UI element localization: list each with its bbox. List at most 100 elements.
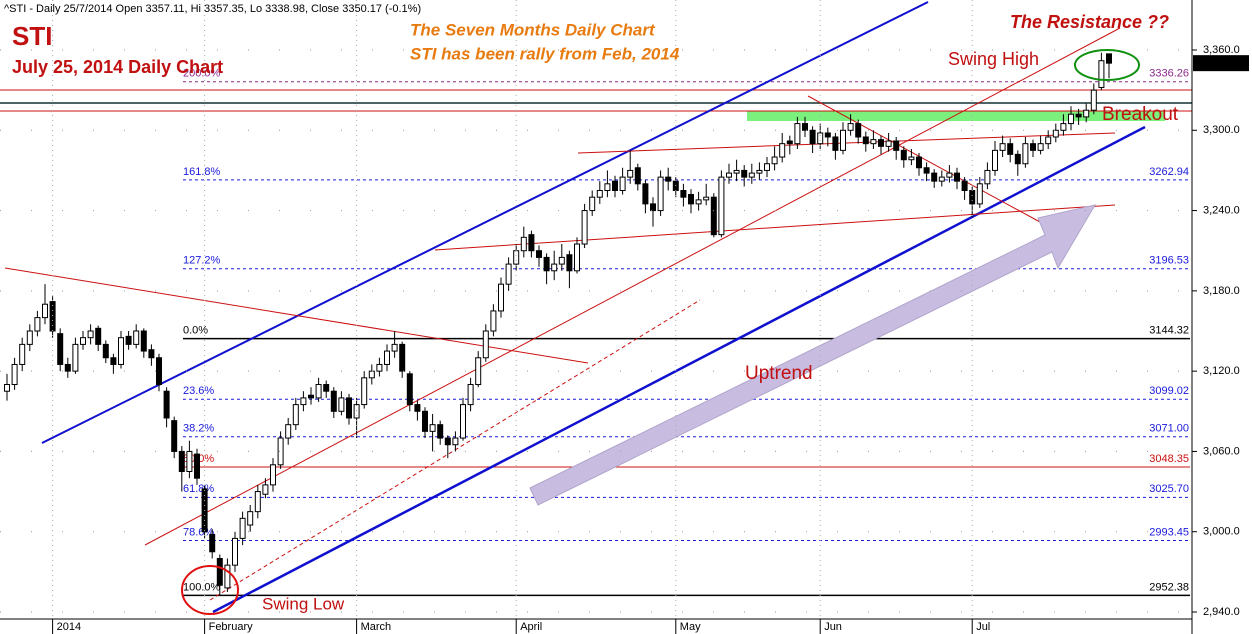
- x-tick-label: Jun: [824, 621, 842, 633]
- uptrend-arrow: [529, 204, 1097, 506]
- candle-body: [931, 172, 938, 182]
- candle-body: [976, 183, 983, 205]
- candle-body: [528, 234, 535, 252]
- x-tick-label: April: [520, 621, 542, 633]
- candle-body: [42, 303, 48, 319]
- candle-body: [239, 517, 246, 539]
- candle-body: [650, 203, 656, 212]
- annotation: Swing Low: [262, 594, 345, 613]
- candle-body: [794, 123, 801, 145]
- overlays: [0, 89, 1192, 121]
- fib-label: 200.0%: [183, 68, 221, 80]
- chart-subtitle: July 25, 2014 Daily Chart: [12, 57, 223, 77]
- candle-body: [338, 397, 345, 412]
- candle-body: [832, 136, 839, 151]
- fib-label: 0.0%: [183, 325, 208, 337]
- candle-body: [95, 327, 102, 345]
- candle-body: [368, 370, 375, 379]
- candle-body: [1030, 143, 1036, 151]
- fib-value-label: 3262.94: [1149, 166, 1189, 178]
- candle-body: [156, 357, 162, 386]
- candle-body: [323, 384, 330, 392]
- candle-body: [1045, 136, 1052, 145]
- candle-body: [513, 250, 520, 265]
- fib-value-label: 3025.70: [1149, 483, 1189, 495]
- candle-body: [847, 123, 854, 131]
- trendline: [4, 267, 589, 364]
- candle-body: [414, 404, 421, 412]
- candle-body: [270, 464, 276, 486]
- candle-body: [862, 136, 869, 145]
- candle-body: [262, 484, 269, 495]
- candle-body: [566, 254, 573, 272]
- candle-body: [680, 190, 687, 198]
- candle-body: [665, 176, 672, 182]
- candle-body: [19, 343, 26, 365]
- candle-body: [482, 330, 489, 359]
- candle-body: [254, 491, 261, 513]
- annotation: The Seven Months Daily Chart: [410, 20, 656, 39]
- candle-body: [786, 140, 793, 145]
- candle-body: [946, 172, 953, 178]
- fib-value-label: 2952.38: [1149, 581, 1189, 593]
- fib-value-label: 3099.02: [1149, 385, 1189, 397]
- candle-body: [741, 169, 748, 178]
- candle-body: [399, 343, 406, 372]
- candle-body: [102, 343, 109, 359]
- candle-body: [178, 450, 185, 472]
- candle-body: [551, 263, 558, 272]
- candle-body: [353, 404, 360, 419]
- y-tick-label: 3,300.0: [1203, 124, 1240, 136]
- candle-body: [893, 140, 900, 151]
- candle-body: [619, 176, 626, 192]
- candle-body: [148, 349, 155, 359]
- trendline: [144, 27, 1121, 546]
- candle-body: [771, 156, 778, 165]
- candle-body: [908, 156, 915, 161]
- candle-body: [460, 404, 466, 439]
- y-tick-label: 3,360.0: [1203, 44, 1240, 56]
- candle-body: [422, 410, 428, 432]
- candle-body: [726, 172, 732, 178]
- candle-body: [520, 236, 527, 252]
- candle-body: [688, 194, 694, 205]
- candles: [4, 52, 1112, 596]
- candle-body: [80, 337, 86, 345]
- candle-body: [574, 243, 580, 272]
- candle-body: [695, 199, 702, 205]
- trendline: [807, 95, 1041, 223]
- fib-label: 38.2%: [183, 423, 214, 435]
- candle-body: [703, 196, 710, 201]
- channel-lower: [212, 125, 1146, 614]
- candle-body: [452, 437, 459, 446]
- candle-body: [247, 511, 254, 526]
- candle-body: [125, 335, 132, 345]
- last-price-label: 3,350.17: [1197, 57, 1240, 69]
- candle-body: [923, 167, 930, 174]
- y-tick-label: 3,060.0: [1203, 445, 1240, 457]
- candle-body: [809, 129, 816, 145]
- candle-body: [224, 564, 231, 589]
- candle-body: [992, 149, 998, 171]
- candle-body: [840, 129, 846, 151]
- candle-body: [961, 180, 968, 191]
- fib-value-label: 2993.45: [1149, 526, 1189, 538]
- fib-value-label: 3071.00: [1149, 423, 1189, 435]
- swing-high-circle: [1074, 49, 1140, 81]
- y-tick-label: 3,120.0: [1203, 365, 1240, 377]
- candle-body: [642, 183, 649, 205]
- fib-label: 161.8%: [183, 166, 221, 178]
- candle-body: [406, 373, 413, 406]
- trendline: [577, 132, 1116, 154]
- candle-body: [467, 384, 474, 406]
- last-price-box: [1193, 55, 1249, 72]
- candle-body: [536, 250, 542, 258]
- header: ^STI - Daily 25/7/2014 Open 3357.11, Hi …: [4, 3, 421, 15]
- candle-body: [1007, 143, 1014, 155]
- candle-body: [87, 330, 94, 339]
- fib-value-label: 3196.53: [1149, 255, 1189, 267]
- x-tick-label: March: [361, 621, 392, 633]
- candle-body: [627, 169, 634, 178]
